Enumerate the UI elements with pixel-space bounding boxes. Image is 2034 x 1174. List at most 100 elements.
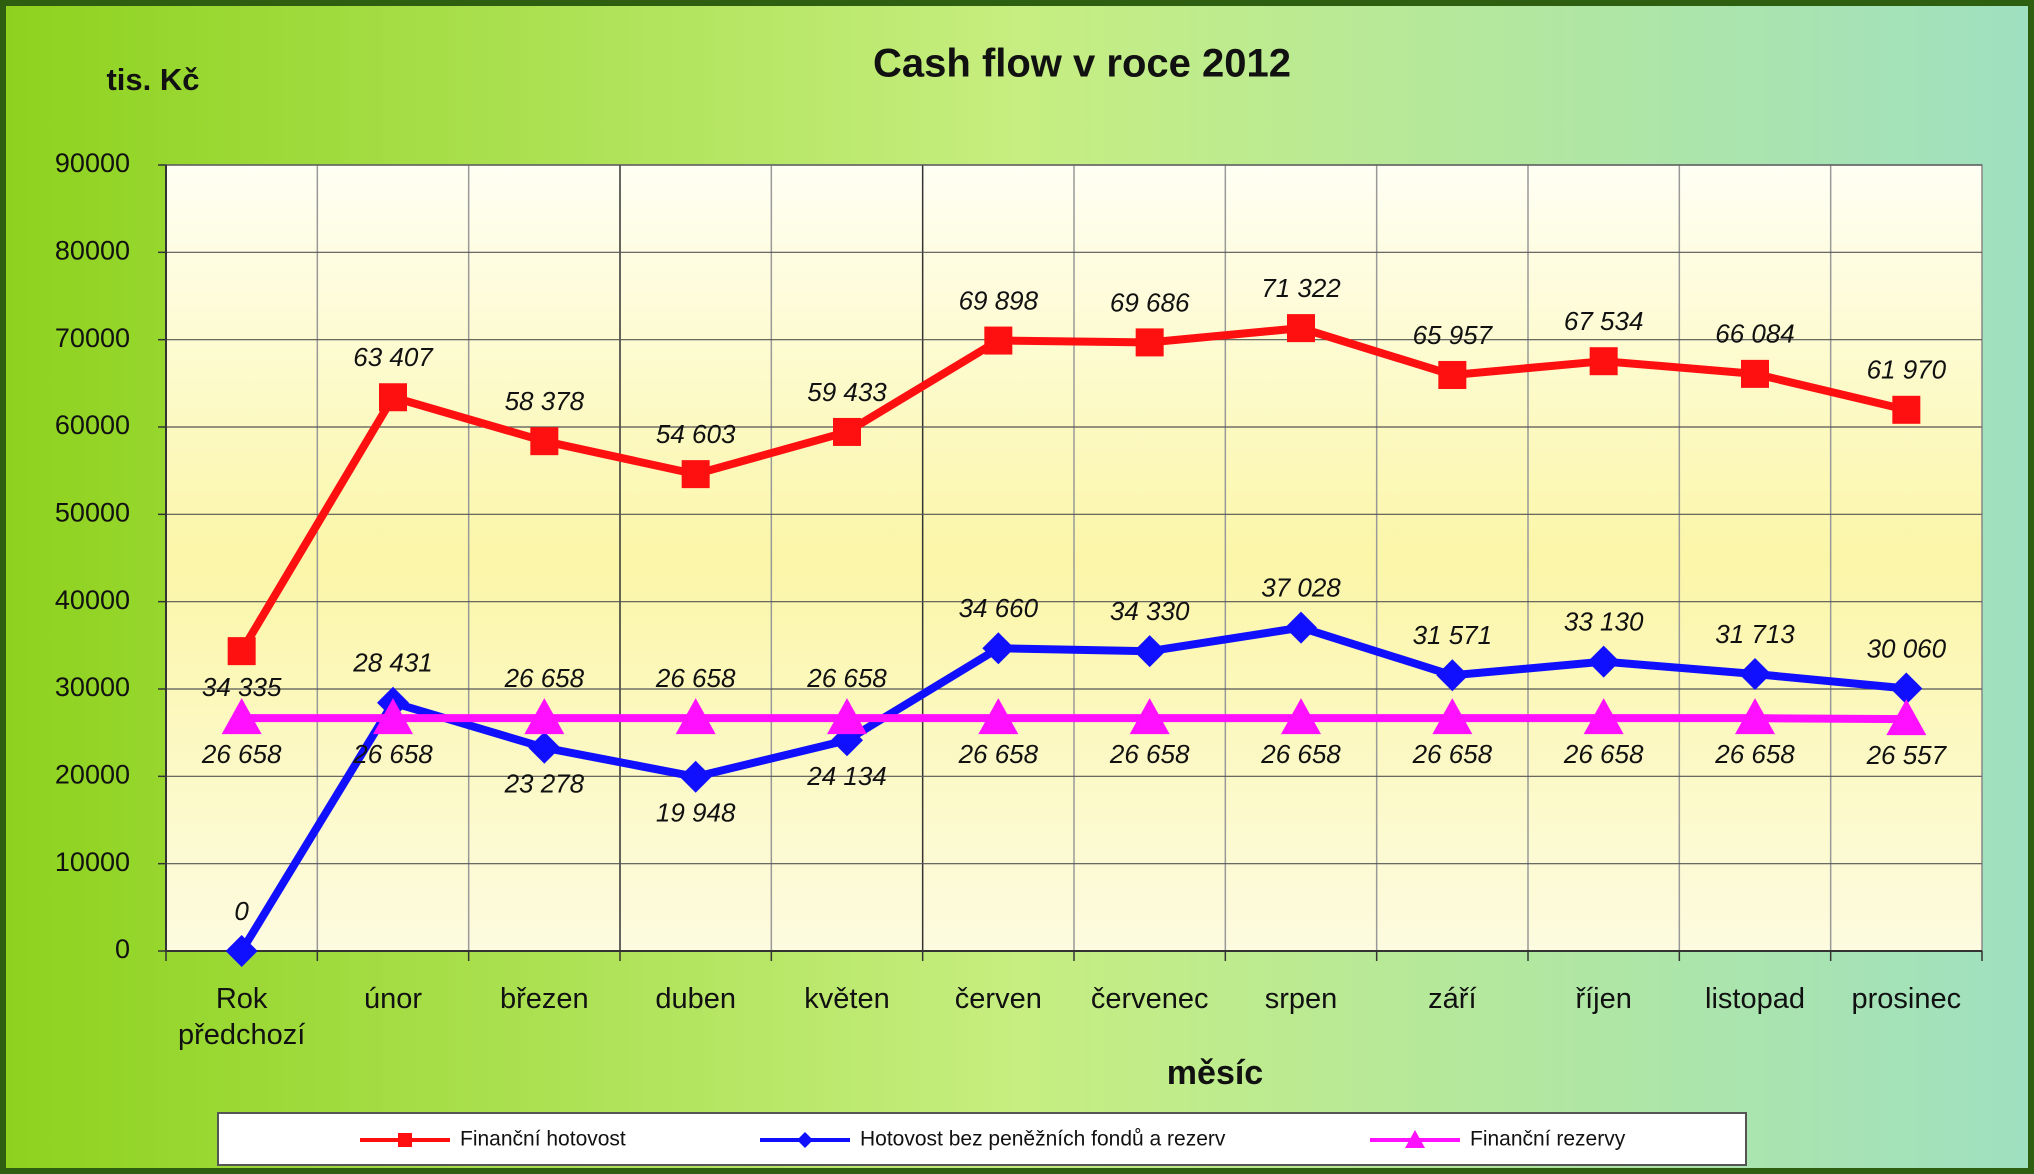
marker xyxy=(1886,699,1927,736)
x-tick-label: duben xyxy=(655,983,736,1015)
data-label: 26 658 xyxy=(1109,739,1190,769)
marker xyxy=(1287,314,1315,343)
series-line xyxy=(238,324,1908,654)
x-tick-label: únor xyxy=(363,983,423,1015)
marker xyxy=(1587,645,1620,678)
marker xyxy=(982,632,1015,665)
marker xyxy=(1741,359,1769,388)
data-label: 28 431 xyxy=(352,648,433,678)
marker xyxy=(225,935,258,967)
data-label: 19 948 xyxy=(656,798,736,828)
marker xyxy=(675,698,716,735)
data-label: 67 534 xyxy=(1564,306,1644,336)
x-tick-label: Rok předchozí xyxy=(177,983,306,1051)
y-tick-label: 40000 xyxy=(55,585,130,615)
x-tick-label: květen xyxy=(804,983,890,1015)
data-label: 26 658 xyxy=(958,739,1039,769)
y-axis-label: tis. Kč xyxy=(106,62,199,97)
data-label: 66 084 xyxy=(1715,319,1795,349)
marker xyxy=(1890,672,1923,705)
data-label: 26 658 xyxy=(504,663,585,693)
marker xyxy=(833,417,861,446)
marker xyxy=(1589,347,1618,376)
data-label: 26 658 xyxy=(1563,739,1644,769)
y-tick-label: 80000 xyxy=(55,235,130,265)
legend-marker xyxy=(797,1132,813,1148)
marker xyxy=(379,383,407,412)
data-label: 33 130 xyxy=(1564,607,1644,637)
data-label: 31 713 xyxy=(1715,619,1795,649)
marker xyxy=(524,698,565,735)
marker xyxy=(984,326,1013,355)
marker xyxy=(681,460,710,489)
y-tick-label: 70000 xyxy=(55,323,130,353)
y-tick-label: 30000 xyxy=(55,672,130,702)
legend-label: Hotovost bez peněžních fondů a rezerv xyxy=(860,1128,1226,1151)
y-tick-label: 0 xyxy=(115,934,130,964)
chart-title: Cash flow v roce 2012 xyxy=(873,42,1291,86)
marker xyxy=(978,698,1019,735)
marker xyxy=(1438,360,1467,389)
x-tick-label: srpen xyxy=(1264,983,1338,1015)
x-tick-label: červen xyxy=(954,983,1042,1015)
marker xyxy=(221,698,262,735)
marker xyxy=(1135,328,1164,357)
marker xyxy=(1583,698,1624,735)
data-label: 34 335 xyxy=(202,672,282,702)
marker xyxy=(1436,659,1469,692)
data-label: 26 658 xyxy=(1412,739,1493,769)
data-label: 65 957 xyxy=(1413,320,1494,350)
x-tick-label: září xyxy=(1428,983,1477,1015)
data-label: 59 433 xyxy=(807,377,887,407)
marker xyxy=(1281,698,1321,735)
marker xyxy=(679,760,712,793)
marker xyxy=(528,731,561,764)
marker xyxy=(227,637,256,666)
y-tick-label: 90000 xyxy=(55,148,130,178)
legend-marker xyxy=(398,1133,412,1147)
data-label: 71 322 xyxy=(1261,273,1341,303)
data-label: 58 378 xyxy=(505,386,585,416)
series-line xyxy=(241,714,1907,724)
data-label: 34 660 xyxy=(959,593,1039,623)
y-tick-label: 60000 xyxy=(55,410,130,440)
marker xyxy=(1432,698,1473,735)
data-label: 69 686 xyxy=(1110,287,1190,317)
data-label: 26 658 xyxy=(1260,739,1341,769)
data-label: 63 407 xyxy=(353,342,434,372)
marker xyxy=(1133,635,1166,668)
data-label: 26 658 xyxy=(201,739,282,769)
data-label: 26 658 xyxy=(655,663,736,693)
series-line xyxy=(238,623,1907,954)
marker xyxy=(1129,698,1170,735)
x-axis-label: měsíc xyxy=(1167,1054,1263,1092)
data-label: 31 571 xyxy=(1413,620,1493,650)
data-label: 30 060 xyxy=(1867,633,1947,663)
data-label: 24 134 xyxy=(806,761,887,791)
marker xyxy=(373,698,413,735)
data-label: 37 028 xyxy=(1261,572,1341,602)
data-label: 69 898 xyxy=(959,285,1039,315)
data-label: 26 658 xyxy=(806,663,887,693)
x-tick-label: březen xyxy=(499,983,589,1015)
legend-label: Finanční hotovost xyxy=(460,1128,626,1151)
marker xyxy=(827,698,867,735)
y-tick-label: 20000 xyxy=(55,759,130,789)
marker xyxy=(530,427,559,456)
data-label: 26 658 xyxy=(352,739,433,769)
legend-marker xyxy=(1405,1130,1425,1148)
x-tick-label: říjen xyxy=(1575,983,1632,1015)
x-tick-label: prosinec xyxy=(1851,983,1962,1015)
marker xyxy=(1285,611,1317,644)
marker xyxy=(1739,658,1771,691)
data-label: 26 658 xyxy=(1714,739,1795,769)
y-tick-label: 50000 xyxy=(55,497,130,527)
data-label: 54 603 xyxy=(656,419,736,449)
data-label: 26 557 xyxy=(1866,740,1948,770)
data-label: 23 278 xyxy=(504,769,585,799)
legend xyxy=(217,1112,1747,1166)
marker xyxy=(1735,698,1775,735)
data-label: 61 970 xyxy=(1867,355,1947,385)
data-label: 0 xyxy=(234,896,249,926)
